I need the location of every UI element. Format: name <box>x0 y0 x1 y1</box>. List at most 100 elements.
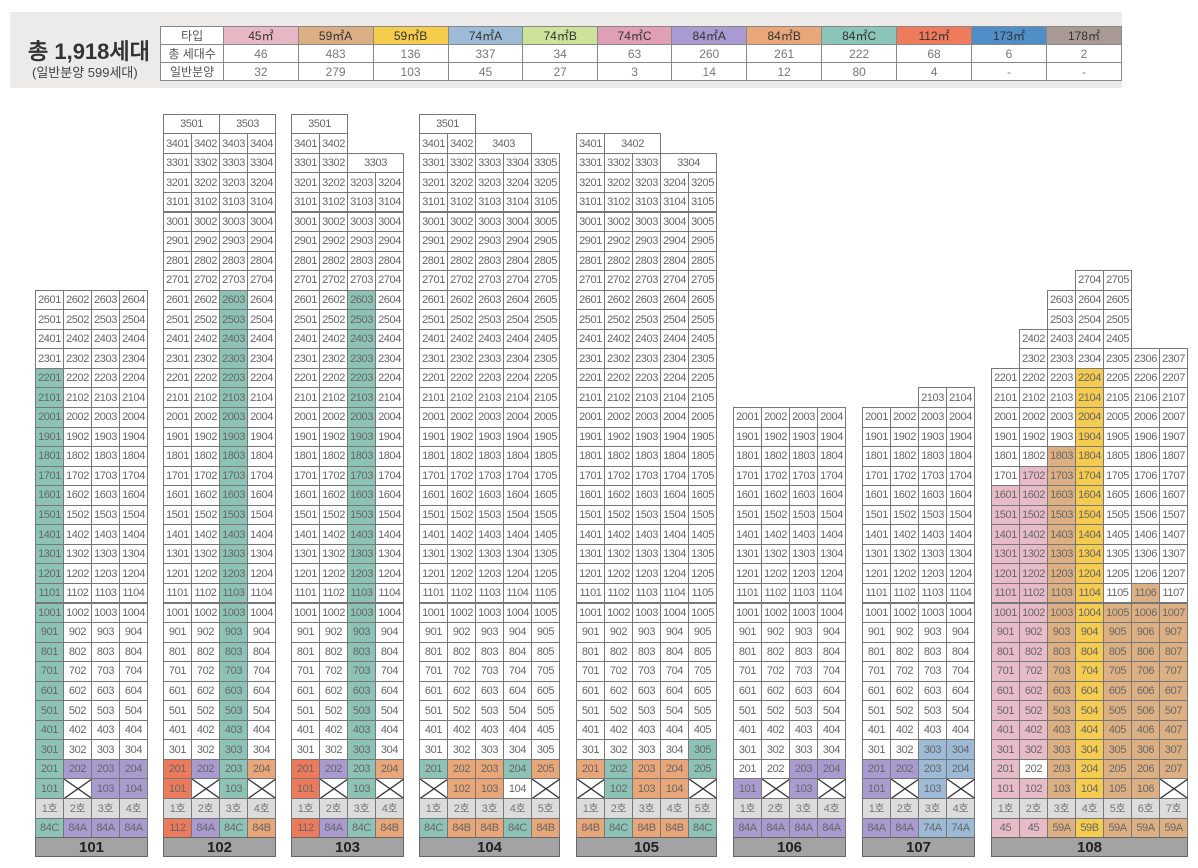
unit-cell[interactable]: 404 <box>503 719 532 741</box>
unit-cell[interactable]: 2603 <box>632 289 661 311</box>
unit-cell[interactable]: 3004 <box>503 211 532 233</box>
unit-cell[interactable]: 1205 <box>688 563 717 584</box>
unit-cell[interactable]: 1903 <box>632 426 661 448</box>
unit-cell[interactable]: 302 <box>319 739 348 760</box>
unit-cell[interactable]: 2803 <box>475 250 504 272</box>
unit-cell[interactable]: 2301 <box>576 348 605 369</box>
unit-cell[interactable]: 3204 <box>375 172 404 193</box>
unit-cell[interactable]: 1003 <box>219 602 248 624</box>
unit-cell[interactable]: 1801 <box>991 446 1020 467</box>
unit-cell[interactable]: 704 <box>119 661 148 682</box>
unit-cell[interactable]: 1405 <box>531 524 560 545</box>
unit-cell[interactable]: 603 <box>347 680 376 702</box>
unit-cell[interactable]: 1204 <box>946 563 975 584</box>
unit-cell[interactable]: 1306 <box>1131 543 1160 565</box>
unit-cell[interactable]: 1104 <box>375 582 404 604</box>
unit-cell[interactable]: 103 <box>789 778 818 799</box>
unit-cell[interactable]: 1704 <box>503 465 532 487</box>
unit-cell[interactable]: 1103 <box>219 582 248 604</box>
unit-cell[interactable]: 704 <box>1075 661 1104 682</box>
unit-cell[interactable]: 3102 <box>319 191 348 213</box>
unit-cell[interactable]: 1503 <box>347 504 376 526</box>
unit-cell[interactable]: 2004 <box>375 407 404 428</box>
unit-cell[interactable]: 2001 <box>163 407 192 428</box>
unit-cell[interactable]: 2304 <box>119 348 148 369</box>
unit-cell[interactable]: 501 <box>576 700 605 721</box>
unit-cell[interactable]: 2005 <box>1103 407 1132 428</box>
unit-cell[interactable]: 1804 <box>1075 446 1104 467</box>
unit-cell[interactable]: 1501 <box>862 504 891 526</box>
unit-cell[interactable]: 604 <box>946 680 975 702</box>
unit-cell[interactable]: 403 <box>1047 719 1076 741</box>
unit-cell[interactable]: 1202 <box>319 563 348 584</box>
unit-cell[interactable]: 2304 <box>660 348 689 369</box>
unit-cell[interactable]: 2704 <box>503 270 532 291</box>
unit-cell[interactable]: 302 <box>604 739 633 760</box>
unit-cell[interactable]: 1702 <box>447 465 476 487</box>
unit-cell[interactable]: 402 <box>63 719 92 741</box>
unit-cell[interactable]: 2603 <box>91 289 120 311</box>
unit-cell[interactable]: 2202 <box>1019 367 1048 389</box>
unit-cell[interactable]: 1202 <box>1019 563 1048 584</box>
unit-cell[interactable]: 1603 <box>1047 485 1076 506</box>
unit-cell[interactable]: 2901 <box>291 231 320 252</box>
unit-cell[interactable]: 603 <box>219 680 248 702</box>
unit-cell[interactable]: 2904 <box>375 231 404 252</box>
unit-cell[interactable]: 1502 <box>604 504 633 526</box>
unit-cell[interactable]: 2204 <box>1075 367 1104 389</box>
unit-cell[interactable]: 605 <box>531 680 560 702</box>
unit-cell[interactable]: 1501 <box>991 504 1020 526</box>
unit-cell[interactable]: 2601 <box>291 289 320 311</box>
unit-cell[interactable]: 205 <box>531 758 560 780</box>
unit-cell[interactable]: 1902 <box>890 426 919 448</box>
unit-cell[interactable]: 2003 <box>347 407 376 428</box>
unit-cell[interactable]: 501 <box>35 700 64 721</box>
unit-cell[interactable]: 704 <box>375 661 404 682</box>
unit-cell[interactable]: 1002 <box>890 602 919 624</box>
unit-cell[interactable]: 404 <box>247 719 276 741</box>
unit-cell[interactable]: 604 <box>1075 680 1104 702</box>
unit-cell[interactable]: 1901 <box>991 426 1020 448</box>
unit-cell[interactable]: 901 <box>991 622 1020 643</box>
unit-cell[interactable]: 602 <box>890 680 919 702</box>
unit-cell[interactable]: 2903 <box>347 231 376 252</box>
unit-cell[interactable]: 2104 <box>375 387 404 408</box>
unit-cell[interactable]: 2602 <box>63 289 92 311</box>
unit-cell[interactable]: 2101 <box>419 387 448 408</box>
unit-cell[interactable]: 2404 <box>660 328 689 350</box>
unit-cell[interactable]: 302 <box>63 739 92 760</box>
unit-cell[interactable]: 1304 <box>660 543 689 565</box>
unit-cell[interactable]: 1902 <box>1019 426 1048 448</box>
unit-cell[interactable]: 3402 <box>604 133 661 154</box>
unit-cell[interactable]: 1605 <box>531 485 560 506</box>
unit-cell[interactable]: 203 <box>918 758 947 780</box>
unit-cell[interactable]: 2002 <box>761 407 790 428</box>
unit-cell[interactable]: 303 <box>789 739 818 760</box>
unit-cell[interactable]: 901 <box>419 622 448 643</box>
unit-cell[interactable]: 2401 <box>576 328 605 350</box>
unit-cell[interactable]: 402 <box>191 719 220 741</box>
unit-cell[interactable]: 3104 <box>247 191 276 213</box>
unit-cell[interactable]: 2601 <box>419 289 448 311</box>
unit-cell[interactable]: 1802 <box>191 446 220 467</box>
unit-cell[interactable]: 1703 <box>475 465 504 487</box>
unit-cell[interactable]: 702 <box>191 661 220 682</box>
unit-cell[interactable]: 803 <box>789 641 818 663</box>
unit-cell[interactable]: 1603 <box>91 485 120 506</box>
unit-cell[interactable]: 1303 <box>219 543 248 565</box>
unit-cell[interactable]: 2203 <box>347 367 376 389</box>
unit-cell[interactable]: 2703 <box>219 270 248 291</box>
unit-cell[interactable]: 2604 <box>660 289 689 311</box>
unit-cell[interactable]: 1302 <box>63 543 92 565</box>
unit-cell[interactable]: 2903 <box>219 231 248 252</box>
unit-cell[interactable]: 903 <box>1047 622 1076 643</box>
unit-cell[interactable]: 1402 <box>604 524 633 545</box>
unit-cell[interactable]: 1005 <box>1103 602 1132 624</box>
unit-cell[interactable]: 1505 <box>1103 504 1132 526</box>
unit-cell[interactable]: 704 <box>946 661 975 682</box>
unit-cell[interactable]: 1604 <box>119 485 148 506</box>
unit-cell[interactable]: 1304 <box>247 543 276 565</box>
unit-cell[interactable]: 903 <box>219 622 248 643</box>
unit-cell[interactable]: 1907 <box>1159 426 1188 448</box>
unit-cell[interactable]: 1604 <box>247 485 276 506</box>
